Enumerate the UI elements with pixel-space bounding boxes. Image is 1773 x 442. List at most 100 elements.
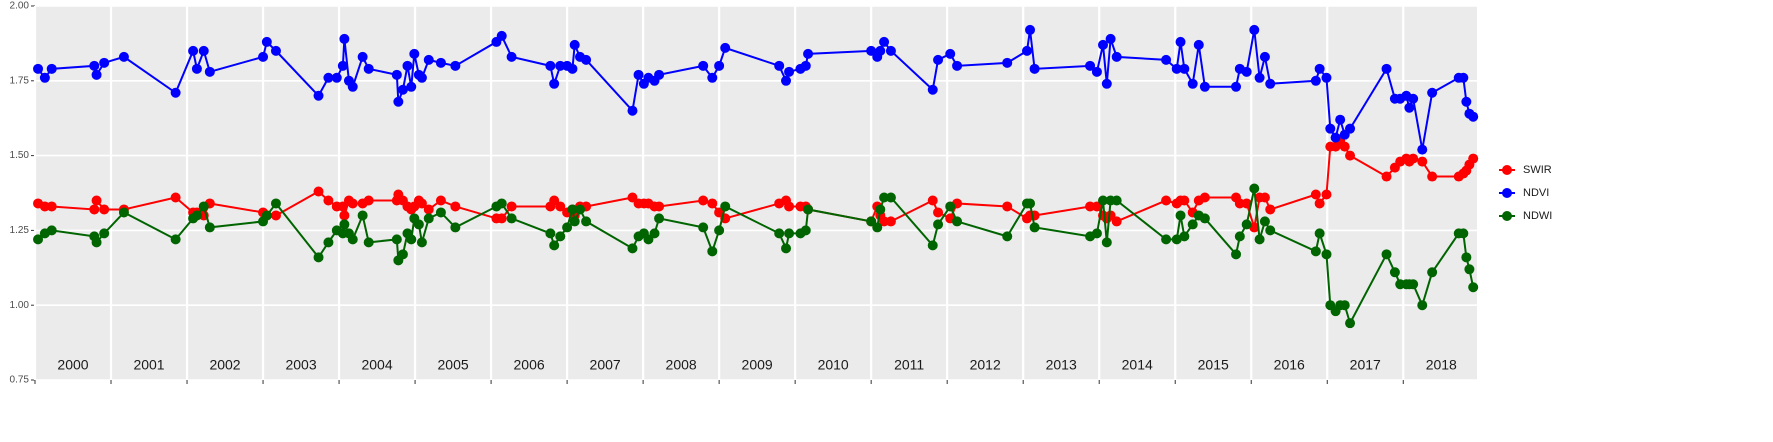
point <box>198 201 209 212</box>
point <box>885 45 896 56</box>
point <box>1187 78 1198 89</box>
year-label: 2008 <box>666 357 697 373</box>
point <box>1461 96 1472 107</box>
point <box>1111 51 1122 62</box>
point <box>363 237 374 248</box>
point <box>1241 219 1252 230</box>
point <box>879 216 890 227</box>
point <box>545 60 556 71</box>
point <box>720 42 731 53</box>
year-label: 2010 <box>818 357 849 373</box>
point <box>872 222 883 233</box>
point <box>555 60 566 71</box>
point <box>363 63 374 74</box>
point <box>1259 216 1270 227</box>
point <box>649 228 660 239</box>
point <box>1417 144 1428 155</box>
point <box>1187 219 1198 230</box>
point <box>1265 204 1276 215</box>
point <box>1098 195 1109 206</box>
point <box>89 60 100 71</box>
point <box>1098 39 1109 50</box>
year-label: 2011 <box>894 357 924 373</box>
point <box>170 192 181 203</box>
point <box>1417 300 1428 311</box>
y-tick-label: 2.00 <box>10 1 30 12</box>
point <box>496 213 507 224</box>
point <box>803 204 814 215</box>
point <box>204 222 215 233</box>
point <box>1175 210 1186 221</box>
point <box>714 225 725 236</box>
y-tick-label: 1.25 <box>10 225 30 236</box>
point <box>1310 189 1321 200</box>
point <box>933 54 944 65</box>
point <box>933 207 944 218</box>
point <box>435 57 446 68</box>
point <box>91 237 102 248</box>
point <box>627 105 638 116</box>
year-label: 2012 <box>970 357 1001 373</box>
point <box>1179 195 1190 206</box>
point <box>423 213 434 224</box>
point <box>1468 282 1479 293</box>
point <box>1199 81 1210 92</box>
point <box>1231 81 1242 92</box>
point <box>261 210 272 221</box>
point <box>1029 63 1040 74</box>
point <box>270 210 281 221</box>
point <box>1234 231 1245 242</box>
point <box>323 72 334 83</box>
point <box>545 228 556 239</box>
point <box>1321 249 1332 260</box>
point <box>397 84 408 95</box>
point <box>118 207 129 218</box>
point <box>397 249 408 260</box>
point <box>406 234 417 245</box>
year-label: 2016 <box>1274 357 1305 373</box>
point <box>393 96 404 107</box>
year-label: 2009 <box>742 357 773 373</box>
point <box>347 81 358 92</box>
point <box>1325 123 1336 134</box>
point <box>1249 24 1260 35</box>
point <box>1161 195 1172 206</box>
y-tick-label: 0.75 <box>10 375 30 386</box>
point <box>1021 45 1032 56</box>
point <box>1265 225 1276 236</box>
point <box>800 225 811 236</box>
year-label: 2001 <box>133 357 164 373</box>
point <box>1314 228 1325 239</box>
point <box>339 210 350 221</box>
point <box>781 243 792 254</box>
point <box>496 198 507 209</box>
point <box>581 216 592 227</box>
point <box>1002 57 1013 68</box>
point <box>1241 198 1252 209</box>
year-label: 2000 <box>57 357 88 373</box>
point <box>46 63 57 74</box>
point <box>1199 192 1210 203</box>
point <box>170 234 181 245</box>
point <box>506 201 517 212</box>
point <box>170 87 181 98</box>
point <box>1025 198 1036 209</box>
point <box>1002 201 1013 212</box>
year-label: 2018 <box>1426 357 1457 373</box>
point <box>506 51 517 62</box>
point <box>1321 72 1332 83</box>
point <box>363 195 374 206</box>
point <box>1427 171 1438 182</box>
point <box>323 195 334 206</box>
point <box>357 51 368 62</box>
year-label: 2002 <box>209 357 240 373</box>
point <box>945 201 956 212</box>
point <box>581 54 592 65</box>
point <box>1464 264 1475 275</box>
point <box>258 51 269 62</box>
point <box>1339 141 1350 152</box>
point <box>569 39 580 50</box>
point <box>555 201 566 212</box>
point <box>1101 78 1112 89</box>
point <box>339 33 350 44</box>
